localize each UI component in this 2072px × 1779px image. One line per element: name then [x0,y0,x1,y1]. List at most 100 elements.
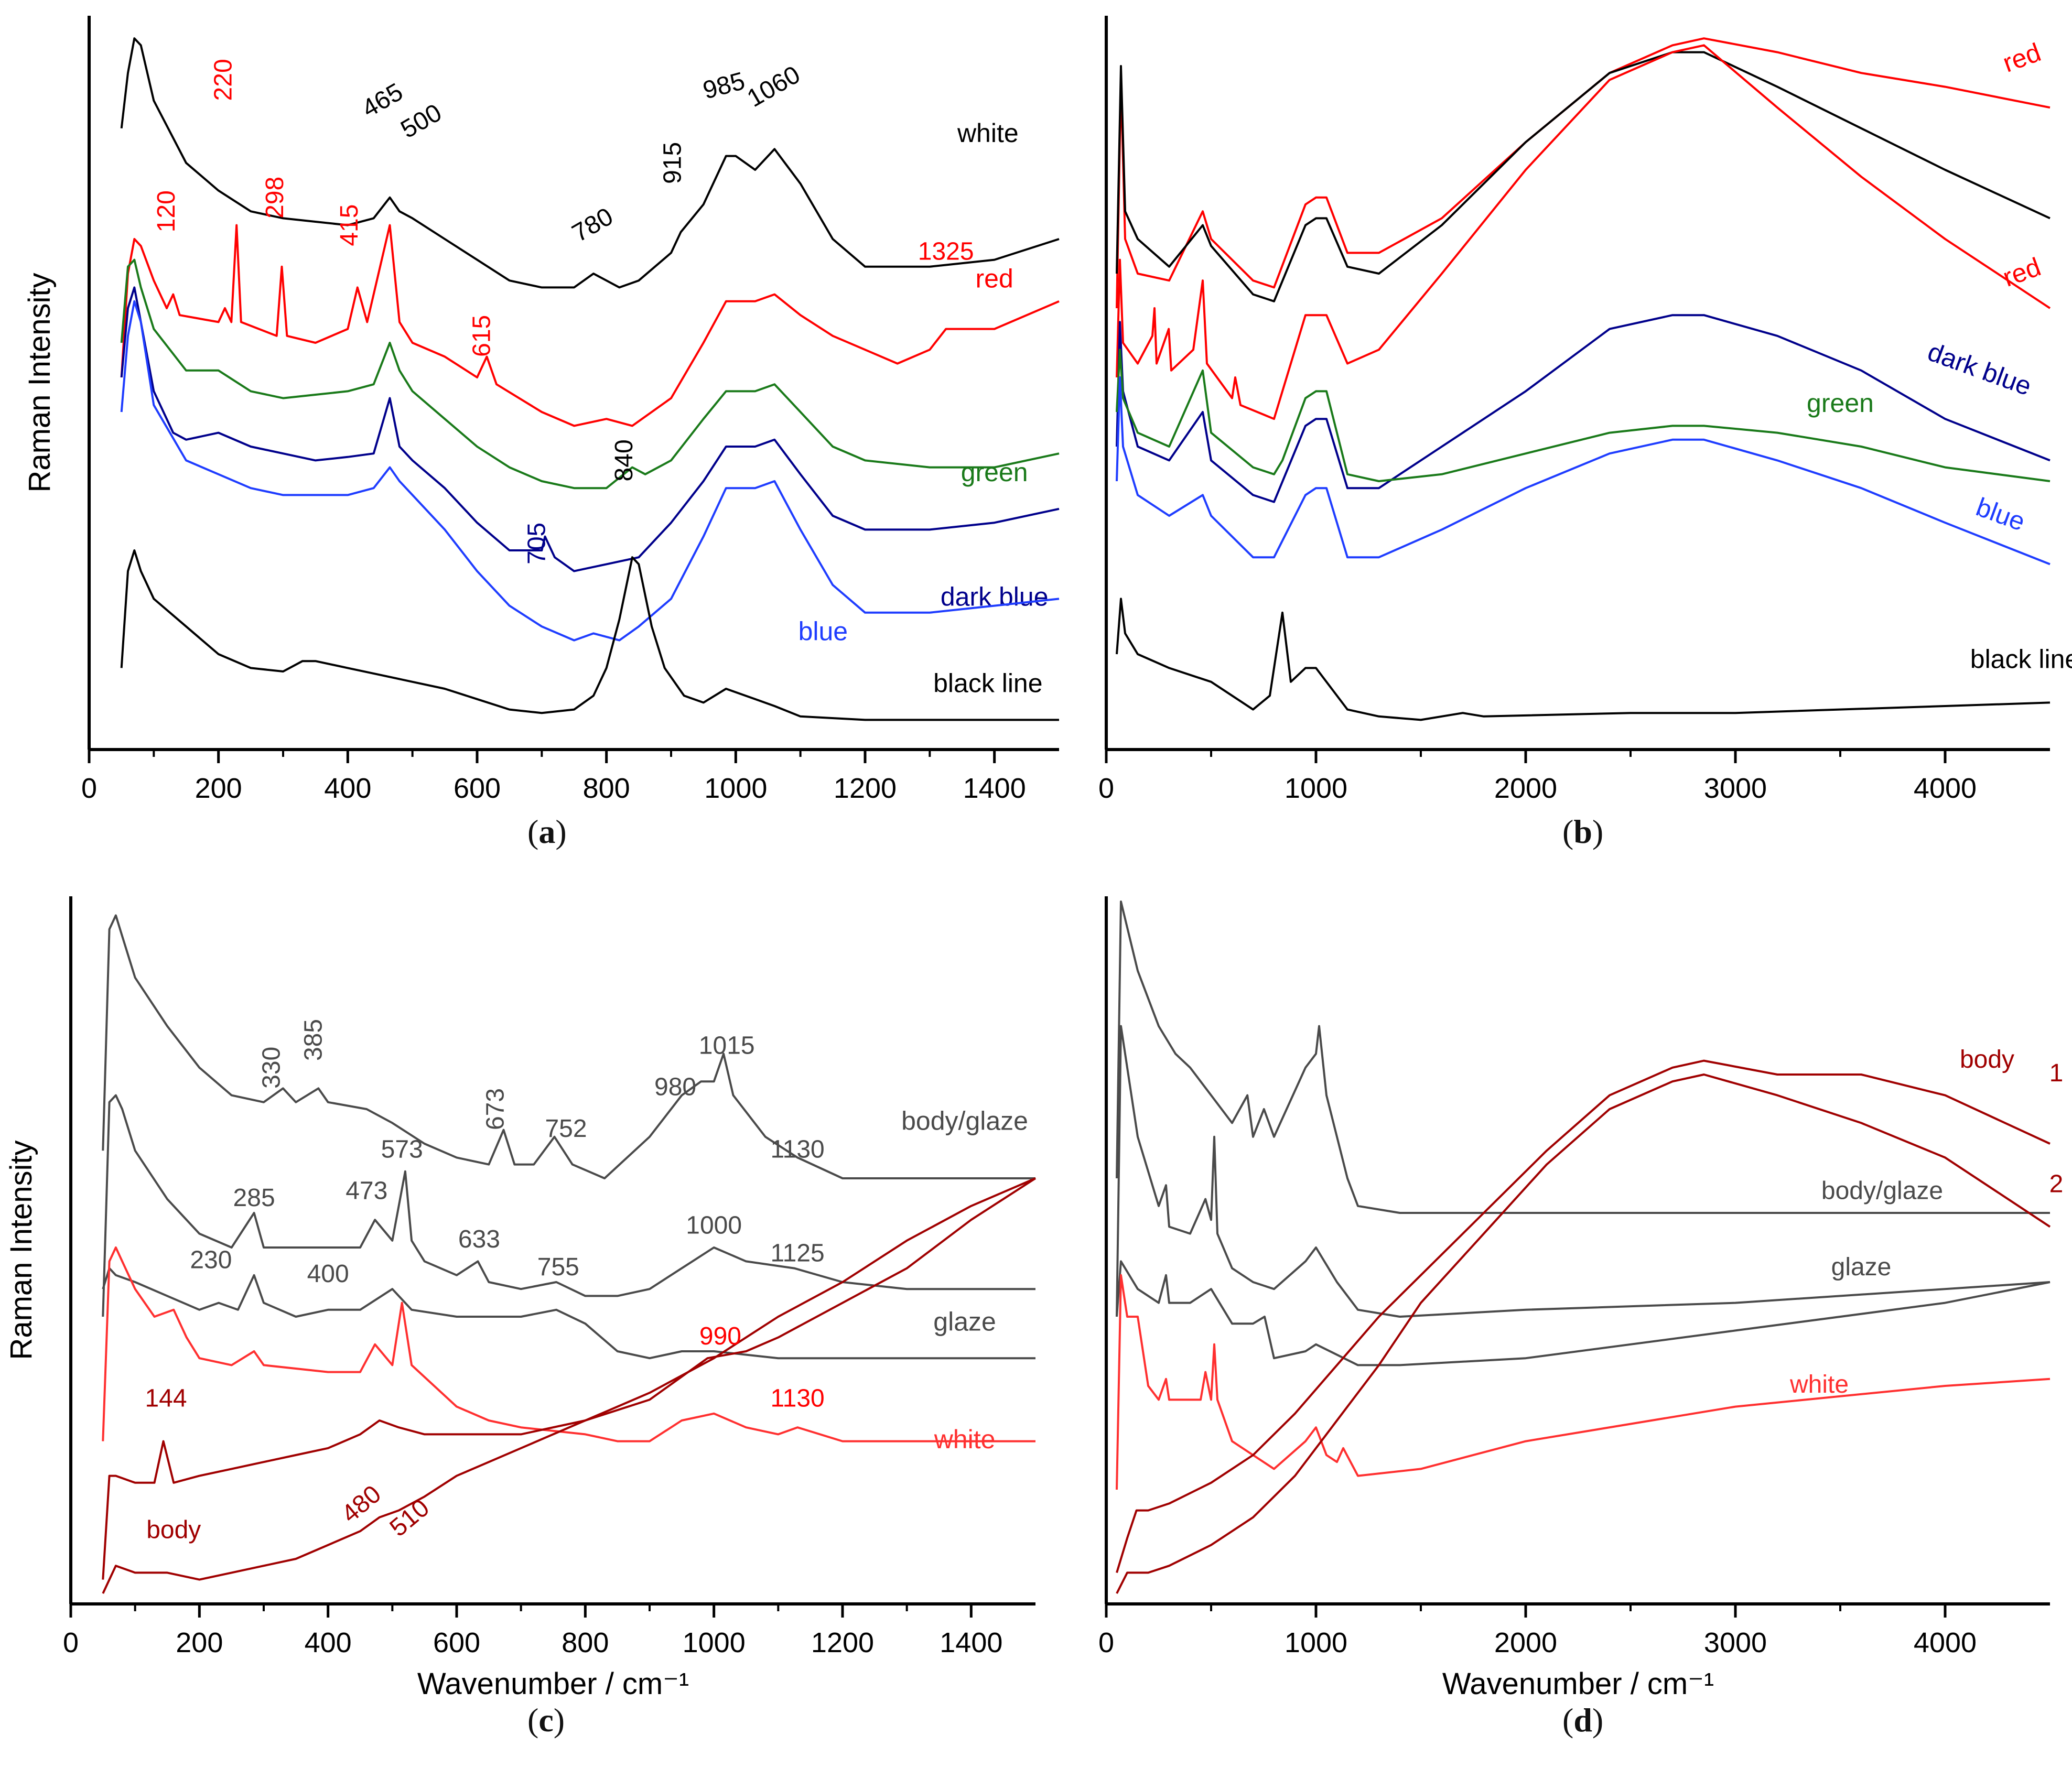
peak-annotation: 473 [346,1177,387,1205]
peak-annotation: 1325 [918,238,974,266]
peak-annotation: 1125 [771,1239,825,1267]
series-line-blue [1116,376,2051,566]
chart-b: 0 1000 2000 3000 4000 red red dark blue green blu… [1098,16,2072,804]
x-tick-label: 1200 [834,773,897,804]
x-axis-label: Wavenumber / cm⁻¹ [417,1667,689,1701]
x-tick-label: 200 [176,1627,223,1658]
series-line-white [102,1246,1035,1442]
series-line-glaze2 [1116,1260,2051,1366]
peak-annotation: 755 [537,1253,579,1281]
series-line-white [1116,1274,2051,1490]
peak-annotation: body/glaze [1821,1177,1943,1205]
x-tick-label: 1200 [811,1627,874,1658]
x-tick-label: 2000 [1494,1627,1557,1658]
series-label: red [1999,37,2045,78]
chart-d: 0 1000 2000 3000 4000 Wavenumber / cm⁻¹ body 1 2… [1098,896,2063,1701]
x-tick-label: 0 [1098,1627,1114,1658]
panel-label-a: (a) [527,813,567,850]
peak-annotation: 400 [307,1260,349,1288]
peak-annotation: 573 [381,1135,423,1163]
chart-c: 0 200 400 600 800 1000 1200 1400 Raman Intensity… [4,896,1037,1701]
peak-annotation: 465 [358,78,408,123]
series-label: body/glaze [901,1107,1028,1136]
series-label: blue [798,617,848,646]
series-line-red [120,224,1060,427]
series-line-body-glaze [1116,901,2050,1214]
peak-annotation: 1000 [686,1212,742,1240]
peak-annotation: 330 [258,1047,286,1089]
x-tick-label: 400 [324,773,371,804]
peak-annotation: 1060 [742,61,805,113]
series-label: black line [1970,644,2072,674]
peak-annotation: body [1960,1046,2014,1073]
series-line-body-2 [1116,1073,2051,1594]
series-line-blue [120,300,1060,642]
peak-annotation: 633 [458,1225,500,1253]
series-label: red [976,264,1013,293]
peak-annotation: 510 [385,1494,435,1542]
peak-annotation: 752 [545,1115,587,1143]
peak-annotation: 120 [153,190,180,232]
x-tick-label: 600 [454,773,501,804]
series-line-white-black- [1116,51,2051,302]
peak-annotation: 385 [299,1019,327,1061]
panel-label-c: (c) [527,1701,565,1739]
series-line-glaze2 [102,1267,1035,1360]
series-line-red [1116,37,2051,309]
peak-annotation: 673 [482,1088,510,1130]
peak-annotation: 298 [261,177,289,219]
x-tick-label: 1000 [1285,773,1347,804]
x-tick-label: 3000 [1704,1627,1767,1658]
series-line-body2 [102,1177,1036,1594]
peak-annotation: 1 [2049,1059,2064,1087]
x-tick-label: 800 [583,773,630,804]
peak-annotation: 2 [2049,1170,2064,1198]
series-line-glaze [102,1094,1035,1317]
series-label: glaze [933,1307,996,1336]
x-tick-label: 0 [1098,773,1114,804]
peak-annotation: 980 [654,1073,696,1101]
panel-label-b: (b) [1562,813,1604,850]
peak-annotation: 915 [659,142,687,184]
x-tick-label: 400 [305,1627,352,1658]
x-tick-label: 1000 [1285,1627,1347,1658]
series-label: blue [1972,492,2029,537]
series-line-dark-blue [120,286,1060,572]
x-tick-label: 4000 [1914,773,1977,804]
x-tick-label: 3000 [1704,773,1767,804]
series-line-white [120,37,1060,289]
peak-annotation: 615 [468,315,496,357]
peak-annotation: 220 [209,59,237,101]
x-tick-label: 2000 [1494,773,1557,804]
peak-annotation: 840 [610,439,638,481]
x-tick-label: 4000 [1914,1627,1977,1658]
peak-annotation: 985 [700,67,748,105]
x-tick-label: 1000 [683,1627,746,1658]
series-line-black-line [120,549,1059,721]
panel-label-d: (d) [1562,1701,1604,1739]
peak-annotation: 705 [523,523,551,565]
y-axis-label: Raman Intensity [23,273,57,492]
series-line-red [1116,44,2051,420]
x-tick-label: 0 [63,1627,79,1658]
series-label: red [1999,252,2045,292]
peak-annotation: 780 [567,202,618,247]
peak-annotation: 500 [396,99,447,144]
chart-a: 0 200 400 600 800 1000 1200 1400 Raman Intensity… [23,16,1060,804]
x-tick-label: 0 [81,773,97,804]
series-line-green [120,258,1060,490]
peak-annotation: body [146,1516,201,1544]
y-axis-label: Raman Intensity [4,1140,38,1360]
series-label: white [934,1425,996,1454]
series-line-glaze [1116,1025,2051,1318]
series-line-dark-blue [1116,314,2051,503]
x-tick-label: 800 [562,1627,609,1658]
x-tick-label: 1400 [940,1627,1002,1658]
peak-annotation: glaze [1831,1253,1892,1281]
peak-annotation: 144 [145,1385,187,1413]
series-label: green [961,458,1028,487]
series-line-body [102,1177,1037,1580]
peak-annotation: 285 [233,1184,275,1212]
peak-annotation: 1015 [699,1032,755,1059]
